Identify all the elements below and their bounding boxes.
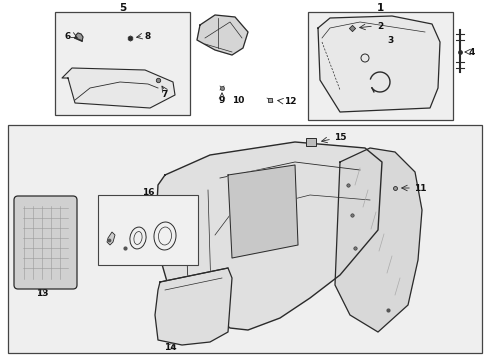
Point [348,25,356,31]
Point [126,35,134,41]
Text: 16: 16 [142,188,154,197]
Point [456,49,464,55]
Point [391,185,399,191]
Text: 14: 14 [164,343,176,352]
Point [154,77,162,83]
Text: 1: 1 [377,3,384,13]
Text: 15: 15 [334,132,346,141]
Point [126,35,134,41]
Point [348,212,356,218]
Point [384,307,392,313]
Text: 12: 12 [284,96,296,105]
Polygon shape [75,33,83,41]
Bar [306,138,316,146]
Polygon shape [155,142,382,330]
Polygon shape [335,148,422,332]
Text: 5: 5 [119,3,126,13]
Polygon shape [197,15,248,55]
Point [266,97,274,103]
Text: 13: 13 [36,289,48,298]
Text: 8: 8 [145,32,151,41]
Bar [55,12,190,115]
Polygon shape [62,68,175,108]
Polygon shape [107,232,115,245]
Text: 9: 9 [219,95,225,104]
Point [344,182,352,188]
Text: 6: 6 [65,32,71,41]
Polygon shape [155,268,232,345]
Text: 4: 4 [469,48,475,57]
Text: 3: 3 [387,36,393,45]
Text: 11: 11 [414,184,426,193]
Point [351,245,359,251]
Point [105,237,113,243]
Point [218,85,226,91]
Polygon shape [318,16,440,112]
Point [121,245,129,251]
FancyBboxPatch shape [14,196,77,289]
Bar [308,12,453,120]
Text: 7: 7 [162,90,168,99]
Text: 2: 2 [377,22,383,31]
Bar [98,195,198,265]
Text: 10: 10 [232,95,244,104]
Polygon shape [228,165,298,258]
Bar [8,125,482,353]
